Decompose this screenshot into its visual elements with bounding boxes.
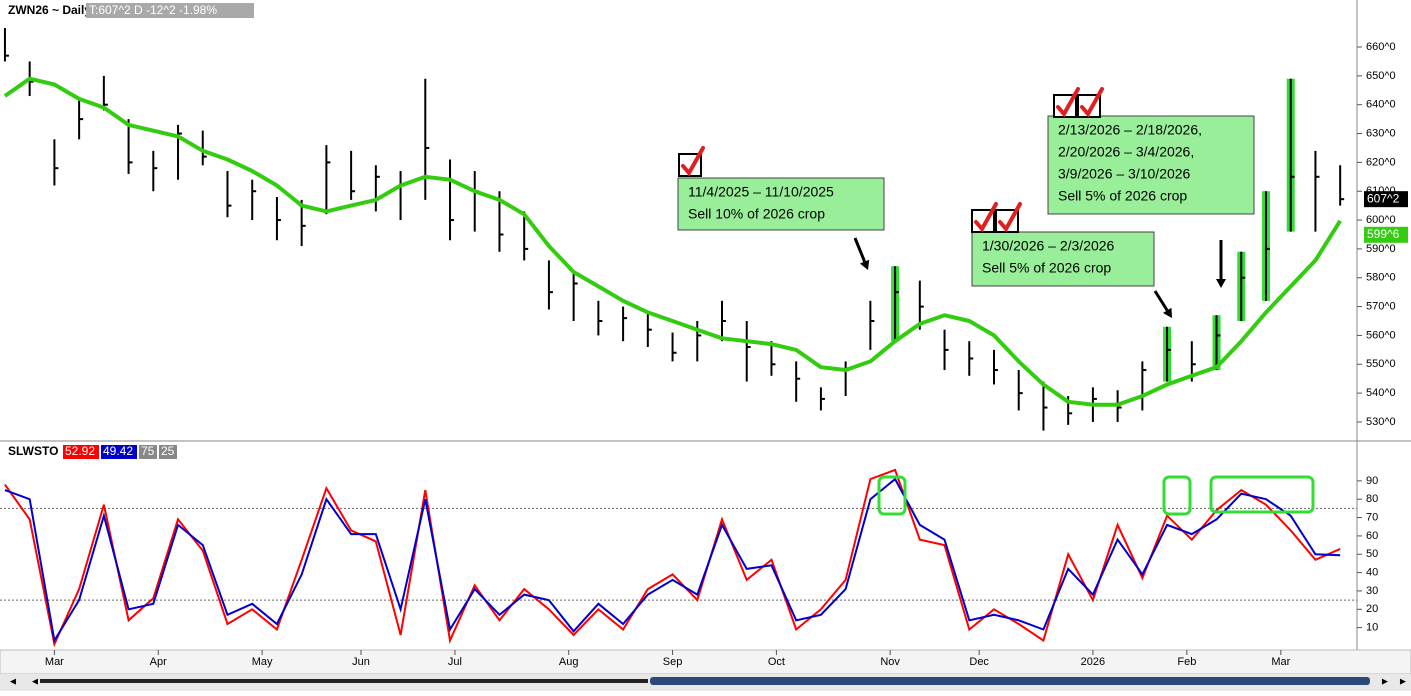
x-tick-label: Mar — [45, 656, 64, 668]
ma-badge — [1364, 226, 1408, 243]
arrow-head — [1216, 279, 1226, 288]
stochastic-line — [4, 477, 1341, 644]
signal-box — [1209, 475, 1315, 514]
x-tick-label: Sep — [663, 656, 683, 668]
x-tick-label: Oct — [768, 656, 785, 668]
scroll-right-end[interactable]: ► — [1398, 677, 1408, 688]
last-price-badge — [1364, 191, 1408, 208]
x-tick-label: Jun — [352, 656, 370, 668]
arrow-shaft — [1153, 290, 1169, 312]
scroll-right[interactable]: ► — [1380, 677, 1390, 688]
y-tick-label: 20 — [1366, 603, 1378, 615]
y-tick-label: 640^0 — [1366, 99, 1396, 111]
x-tick-label: May — [252, 656, 273, 668]
indicator-badge — [159, 445, 177, 459]
time-axis — [0, 649, 1411, 675]
annotation-text: Sell 5% of 2026 crop — [982, 260, 1111, 276]
y-tick-label: 660^0 — [1366, 41, 1396, 53]
y-tick-label: 630^0 — [1366, 127, 1396, 139]
indicator-badge — [63, 445, 99, 459]
y-tick-label: 600^0 — [1366, 214, 1396, 226]
y-tick-label: 30 — [1366, 585, 1378, 597]
annotation-text: 2/13/2026 – 2/18/2026, — [1058, 122, 1202, 138]
y-tick-label: 10 — [1366, 622, 1378, 634]
annotation-text: 3/9/2026 – 3/10/2026 — [1058, 166, 1191, 182]
indicator-title: SLWSTO — [8, 444, 58, 458]
annotation-text: Sell 10% of 2026 crop — [688, 206, 825, 222]
indicator-badge — [101, 445, 137, 459]
scrollbar-track — [40, 679, 648, 683]
x-tick-label: Jul — [448, 656, 462, 668]
indicator-badge-label: 52.92 — [65, 444, 95, 458]
chart-title: ZWN26 ~ Daily — [8, 3, 91, 17]
check-mark — [1080, 87, 1104, 118]
x-tick-label: Aug — [559, 656, 579, 668]
annotation-text: 11/4/2025 – 11/10/2025 — [688, 184, 834, 200]
x-tick-label: Feb — [1177, 656, 1196, 668]
y-tick-label: 580^0 — [1366, 272, 1396, 284]
arrow-head — [859, 259, 870, 270]
y-tick-label: 70 — [1366, 511, 1378, 523]
annotation-box — [677, 177, 885, 231]
y-tick-label: 560^0 — [1366, 329, 1396, 341]
chart-subtitle: T:607^2 D -12^2 -1.98% — [89, 3, 217, 17]
stochastic-line — [4, 468, 1341, 648]
moving-average — [3, 76, 1342, 407]
annotation-box — [971, 231, 1155, 287]
scroll-left-page[interactable]: ◄ — [30, 677, 40, 688]
indicator-badge-label: 49.42 — [103, 444, 133, 458]
y-tick-label: 80 — [1366, 493, 1378, 505]
y-tick-label: 620^0 — [1366, 156, 1396, 168]
check-mark — [1056, 87, 1080, 118]
annotation-text: Sell 5% of 2026 crop — [1058, 188, 1187, 204]
y-tick-label: 540^0 — [1366, 387, 1396, 399]
signal-box — [1162, 475, 1192, 516]
annotation-text: 1/30/2026 – 2/3/2026 — [982, 238, 1115, 254]
scroll-left[interactable]: ◄ — [8, 677, 18, 688]
y-tick-label: 40 — [1366, 567, 1378, 579]
check-mark — [998, 202, 1022, 233]
signal-box — [877, 475, 907, 516]
x-tick-label: Apr — [150, 656, 167, 668]
arrow-head — [1162, 307, 1172, 318]
indicator-badge-label: 75 — [141, 444, 155, 458]
ma-label: 599^6 — [1367, 227, 1400, 241]
y-tick-label: 650^0 — [1366, 70, 1396, 82]
check-mark — [681, 146, 705, 177]
x-tick-label: Mar — [1271, 656, 1290, 668]
y-tick-label: 530^0 — [1366, 416, 1396, 428]
y-tick-label: 60 — [1366, 530, 1378, 542]
subtitle-badge — [86, 3, 254, 18]
y-tick-label: 50 — [1366, 548, 1378, 560]
x-tick-label: 2026 — [1081, 656, 1105, 668]
x-tick-label: Dec — [969, 656, 989, 668]
y-tick-label: 570^0 — [1366, 301, 1396, 313]
y-tick-label: 90 — [1366, 475, 1378, 487]
y-tick-label: 550^0 — [1366, 358, 1396, 370]
check-mark — [974, 202, 998, 233]
scrollbar-thumb[interactable] — [650, 677, 1370, 685]
x-tick-label: Nov — [880, 656, 900, 668]
y-tick-label: 590^0 — [1366, 243, 1396, 255]
annotation-box — [1047, 115, 1255, 215]
annotation-text: 2/20/2026 – 3/4/2026, — [1058, 144, 1194, 160]
indicator-badge — [139, 445, 157, 459]
indicator-badge-label: 25 — [161, 444, 175, 458]
arrow-shaft — [853, 237, 867, 263]
last-price-label: 607^2 — [1367, 191, 1400, 205]
